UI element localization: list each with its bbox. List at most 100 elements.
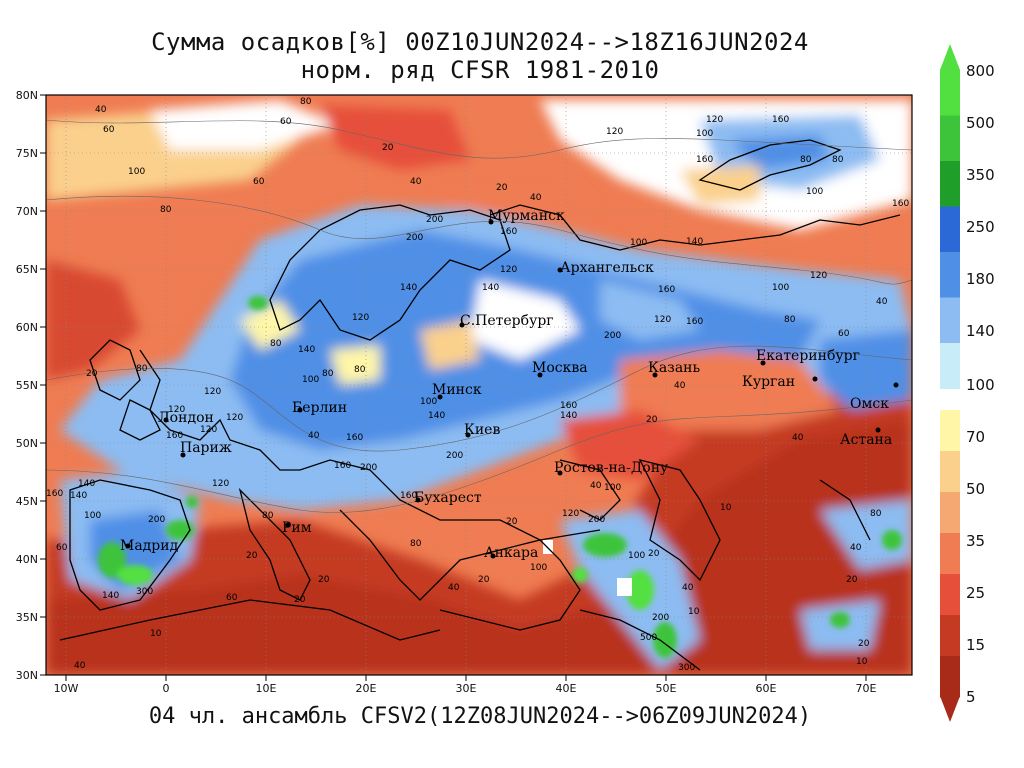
ensemble-footer: 04 чл. ансамбль CFSV2(12Z08JUN2024-->06Z… [148,704,812,729]
svg-text:100: 100 [128,167,145,177]
colorbar-label: 50 [966,480,986,498]
svg-text:40: 40 [674,381,686,391]
svg-text:160: 160 [686,317,703,327]
svg-text:60: 60 [253,177,265,187]
svg-text:20: 20 [382,143,394,153]
svg-text:20: 20 [858,639,870,649]
svg-text:40: 40 [448,583,460,593]
colorbar-segment-upper-2 [940,161,960,207]
graticule [46,95,912,675]
colorbar-label: 800 [966,62,995,80]
svg-text:10W: 10W [54,682,79,695]
svg-text:140: 140 [400,283,417,293]
svg-text:500: 500 [640,633,657,643]
city-kyiv: Киев [464,422,500,438]
city-rostov: Ростов-на-Дону [554,460,669,476]
svg-text:140: 140 [298,345,315,355]
colorbar [940,44,960,722]
svg-text:45N: 45N [16,495,38,508]
svg-text:35N: 35N [16,611,38,624]
svg-text:120: 120 [606,127,623,137]
city-kazan: Казань [648,360,700,376]
svg-text:80: 80 [354,365,366,375]
map-title: Сумма осадков[%] 00Z10JUN2024-->18Z16JUN… [151,28,809,56]
colorbar-label: 140 [966,322,995,340]
svg-text:80: 80 [160,205,172,215]
city-yekaterinburg: Екатеринбург [756,348,860,364]
svg-text:120: 120 [654,315,671,325]
city-minsk: Минск [432,382,482,398]
svg-text:20: 20 [86,369,98,379]
svg-text:120: 120 [500,265,517,275]
svg-text:160: 160 [658,285,675,295]
svg-text:60: 60 [226,593,238,603]
svg-text:20: 20 [478,575,490,585]
colorbar-segment-lower-2 [940,492,960,534]
svg-text:40: 40 [682,583,694,593]
svg-text:120: 120 [810,271,827,281]
city-arkhangelsk: Архангельск [560,260,654,276]
svg-text:140: 140 [686,237,703,247]
city-omsk: Омск [850,396,889,412]
svg-text:20: 20 [246,551,258,561]
city-labels: Мурманск Архангельск С.Петербург Москва … [120,208,892,561]
colorbar-segment-upper-1 [940,115,960,162]
svg-text:40: 40 [74,661,86,671]
colorbar-segment-upper-6 [940,343,960,389]
svg-text:80: 80 [410,539,422,549]
svg-text:20: 20 [646,415,658,425]
svg-text:55N: 55N [16,379,38,392]
colorbar-label: 500 [966,114,995,132]
svg-text:60E: 60E [756,682,777,695]
city-markers [125,219,899,559]
svg-text:200: 200 [360,463,377,473]
svg-text:160: 160 [560,401,577,411]
svg-text:80: 80 [870,509,882,519]
city-moscow: Москва [532,360,588,376]
svg-text:40: 40 [590,481,602,491]
colorbar-segment-lower-6 [940,656,960,698]
colorbar-segment-lower-1 [940,451,960,493]
svg-text:40: 40 [95,105,107,115]
axis-ticks [40,94,867,681]
svg-text:80: 80 [136,364,148,374]
svg-text:30N: 30N [16,669,38,682]
svg-text:120: 120 [204,387,221,397]
colorbar-label: 70 [966,428,986,446]
svg-text:20: 20 [496,183,508,193]
svg-text:20: 20 [846,575,858,585]
colorbar-segment-lower-4 [940,574,960,616]
svg-text:120: 120 [352,313,369,323]
svg-text:100: 100 [420,397,437,407]
svg-text:80: 80 [270,339,282,349]
svg-text:60: 60 [56,543,68,553]
svg-text:200: 200 [652,613,669,623]
svg-text:140: 140 [70,491,87,501]
svg-text:60: 60 [103,125,115,135]
svg-text:140: 140 [78,479,95,489]
svg-text:80: 80 [832,155,844,165]
svg-text:140: 140 [102,591,119,601]
svg-text:40: 40 [850,543,862,553]
svg-text:120: 120 [200,425,217,435]
svg-text:200: 200 [148,515,165,525]
colorbar-label: 35 [966,532,986,550]
svg-text:50N: 50N [16,437,38,450]
svg-text:10: 10 [150,629,162,639]
map-subtitle: норм. ряд CFSR 1981-2010 [300,56,660,84]
svg-text:40: 40 [530,193,542,203]
colorbar-label: 5 [966,688,976,706]
colorbar-segment-lower-0 [940,410,960,452]
svg-text:40: 40 [792,433,804,443]
city-astana: Астана [840,432,892,448]
svg-text:20: 20 [294,595,306,605]
svg-text:80N: 80N [16,89,38,102]
svg-text:100: 100 [806,187,823,197]
svg-text:80: 80 [800,155,812,165]
svg-text:200: 200 [446,451,463,461]
svg-text:10: 10 [856,657,868,667]
colorbar-label: 100 [966,376,995,394]
colorbar-segment-upper-0 [940,70,960,116]
coastlines [59,139,901,671]
